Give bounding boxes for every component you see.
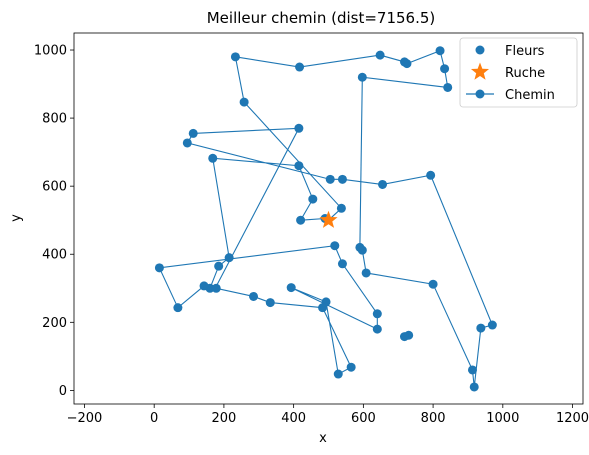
y-axis-ticks: 0 200 400 600 800 1000 (34, 44, 74, 399)
legend-chemin-marker (475, 89, 485, 99)
flower-point (426, 170, 436, 180)
flower-point (337, 174, 347, 184)
flower-point (361, 268, 371, 278)
legend-chemin-label: Chemin (505, 88, 555, 103)
flower-point (199, 281, 209, 291)
flower-point (214, 261, 224, 271)
hive-layer (319, 210, 338, 228)
legend-ruche-marker (470, 62, 490, 80)
flower-point (325, 174, 335, 184)
flower-point (372, 309, 382, 319)
x-tick-label: 800 (421, 411, 446, 426)
flower-point (239, 97, 249, 107)
y-tick-label: 800 (42, 112, 67, 127)
flower-point (443, 82, 453, 92)
flower-point (318, 303, 328, 313)
flower-point (294, 123, 304, 133)
flower-point (265, 298, 275, 308)
flower-point (476, 323, 486, 333)
flower-point (469, 382, 479, 392)
x-tick-label: 200 (211, 411, 236, 426)
flower-point (428, 279, 438, 289)
flower-point (182, 138, 192, 148)
legend-fleurs-label: Fleurs (505, 44, 545, 59)
flower-point (295, 62, 305, 72)
flower-point (467, 365, 477, 375)
flower-point (308, 194, 318, 204)
axes-frame (73, 32, 584, 405)
x-tick-label: 0 (150, 411, 158, 426)
flower-point (333, 369, 343, 379)
y-tick-label: 400 (42, 248, 67, 263)
flower-point (355, 242, 365, 252)
flower-point (336, 203, 346, 213)
flower-point (337, 259, 347, 269)
flower-point (173, 303, 183, 313)
flower-point (286, 283, 296, 293)
flower-point (208, 153, 218, 163)
legend-ruche-label: Ruche (505, 66, 545, 81)
flower-point (224, 253, 234, 263)
plot-area (154, 46, 497, 392)
x-axis-label: x (319, 431, 327, 446)
flower-point (154, 263, 164, 273)
y-tick-label: 0 (59, 384, 67, 399)
points-layer (154, 46, 497, 392)
flower-point (211, 283, 221, 293)
flower-point (346, 362, 356, 372)
x-tick-label: −200 (67, 411, 103, 426)
x-tick-label: 1200 (556, 411, 589, 426)
x-axis-ticks: −200 0 200 400 600 800 1000 1200 (67, 404, 589, 426)
flower-point (400, 332, 409, 342)
flower-point (330, 241, 340, 251)
flower-point (375, 50, 385, 60)
x-tick-label: 1000 (486, 411, 519, 426)
flower-point (230, 52, 240, 62)
legend-fleurs-marker (475, 45, 485, 55)
flower-point (378, 179, 388, 189)
flower-point (372, 324, 382, 334)
flower-point (357, 72, 367, 82)
x-tick-label: 400 (281, 411, 306, 426)
flower-point (188, 128, 198, 138)
legend: Fleurs Ruche Chemin (459, 37, 578, 108)
chart-title: Meilleur chemin (dist=7156.5) (207, 9, 436, 27)
flower-point (440, 64, 450, 74)
flower-point (294, 161, 304, 171)
y-tick-label: 1000 (34, 44, 67, 59)
legend-box (459, 37, 578, 108)
x-tick-label: 600 (351, 411, 376, 426)
flower-point (296, 215, 306, 225)
y-axis-label: y (9, 214, 24, 222)
flower-point (435, 46, 445, 56)
y-tick-label: 600 (42, 180, 67, 195)
flower-point (249, 291, 259, 301)
y-tick-label: 200 (42, 316, 67, 331)
flower-point (487, 320, 497, 330)
hive-marker (319, 210, 338, 228)
flower-point (400, 57, 409, 67)
